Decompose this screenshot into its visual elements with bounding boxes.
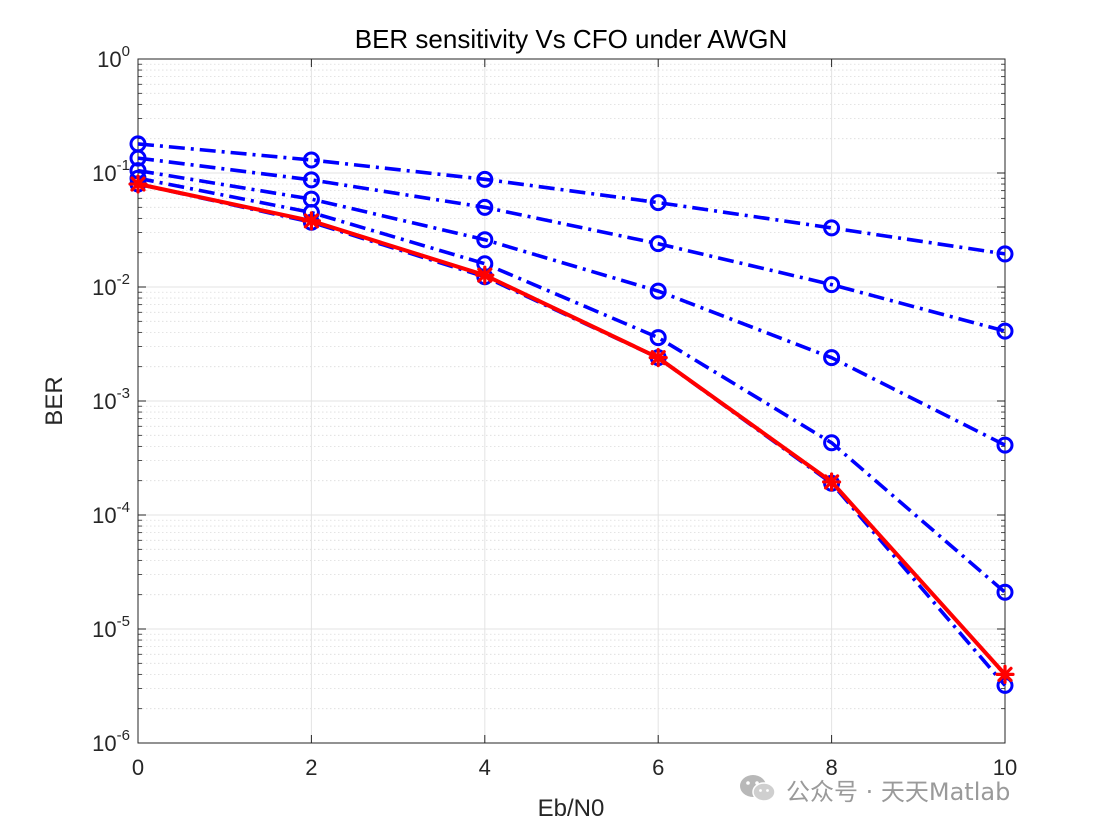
- chart-title: BER sensitivity Vs CFO under AWGN: [355, 24, 787, 54]
- y-tick-label: 10-1: [92, 157, 130, 186]
- data-point-star: [128, 174, 148, 194]
- series-6: [128, 174, 1015, 684]
- data-point-circle: [996, 245, 1014, 263]
- data-point-circle: [823, 276, 841, 294]
- x-tick-labels: 0 2 4 6 8 10: [132, 755, 1017, 780]
- y-tick-label: 10-4: [92, 499, 130, 528]
- tick-marks: [137, 58, 1006, 744]
- y-tick-base: 10: [97, 47, 121, 72]
- series-layer: [128, 135, 1015, 694]
- y-tick-exponent: -6: [117, 727, 130, 744]
- data-point-circle: [302, 151, 320, 169]
- wechat-icon: [740, 775, 776, 802]
- x-tick-label: 4: [479, 755, 491, 780]
- data-point-star: [301, 211, 321, 231]
- y-tick-label: 100: [97, 43, 130, 72]
- star-stroke: [477, 267, 493, 283]
- star-stroke: [823, 474, 840, 490]
- data-point-circle: [649, 235, 667, 253]
- data-point-circle: [476, 231, 494, 249]
- y-tick-label: 10-3: [92, 385, 130, 414]
- star-stroke: [303, 213, 319, 229]
- series-line: [137, 156, 1006, 333]
- data-point-circle: [823, 349, 841, 367]
- y-tick-base: 10: [92, 503, 116, 528]
- y-tick-exponent: 0: [122, 43, 130, 60]
- x-tick-label: 10: [993, 755, 1017, 780]
- y-tick-exponent: -5: [117, 613, 130, 630]
- y-tick-base: 10: [92, 617, 116, 642]
- y-tick-base: 10: [92, 161, 116, 186]
- star-stroke: [650, 350, 666, 366]
- data-point-circle: [129, 149, 147, 167]
- series-line: [137, 168, 1006, 447]
- data-point-star: [648, 348, 668, 368]
- series-line: [137, 142, 1006, 256]
- data-point-circle: [649, 329, 667, 347]
- y-tick-base: 10: [92, 731, 116, 756]
- y-tick-label: 10-6: [92, 727, 130, 756]
- data-point-circle: [996, 436, 1014, 454]
- data-point-circle: [649, 282, 667, 300]
- series-line: [137, 176, 1007, 594]
- data-point-star: [821, 472, 842, 492]
- y-tick-label: 10-5: [92, 613, 130, 642]
- data-point-circle: [996, 583, 1014, 601]
- y-tick-exponent: -3: [117, 385, 130, 402]
- series-line: [137, 182, 1007, 676]
- data-point-circle: [476, 170, 494, 188]
- y-tick-exponent: -2: [117, 271, 130, 288]
- star-stroke: [997, 666, 1013, 682]
- star-stroke: [130, 176, 146, 192]
- x-axis-title: Eb/N0: [538, 795, 605, 822]
- watermark-text: 公众号 · 天天Matlab: [786, 777, 1011, 806]
- watermark: 公众号 · 天天Matlab: [738, 770, 1010, 808]
- series-1: [129, 135, 1014, 263]
- y-tick-exponent: -1: [117, 157, 130, 174]
- data-point-circle: [302, 171, 320, 189]
- y-tick-exponent: -4: [117, 499, 130, 516]
- data-point-circle: [996, 322, 1014, 340]
- y-tick-base: 10: [92, 275, 116, 300]
- x-tick-label: 8: [825, 755, 837, 780]
- series-2: [129, 149, 1014, 340]
- y-tick-base: 10: [92, 389, 116, 414]
- y-axis-title: BER: [41, 376, 68, 425]
- data-point-circle: [476, 198, 494, 216]
- data-point-circle: [823, 219, 841, 237]
- data-point-star: [475, 265, 495, 285]
- data-point-circle: [649, 194, 667, 212]
- x-tick-label: 6: [652, 755, 664, 780]
- y-tick-label: 10-2: [92, 271, 130, 300]
- minor-grid: [138, 63, 1005, 710]
- x-tick-label: 0: [132, 755, 144, 780]
- data-point-star: [995, 664, 1015, 684]
- x-tick-label: 2: [305, 755, 317, 780]
- data-point-circle: [823, 434, 841, 452]
